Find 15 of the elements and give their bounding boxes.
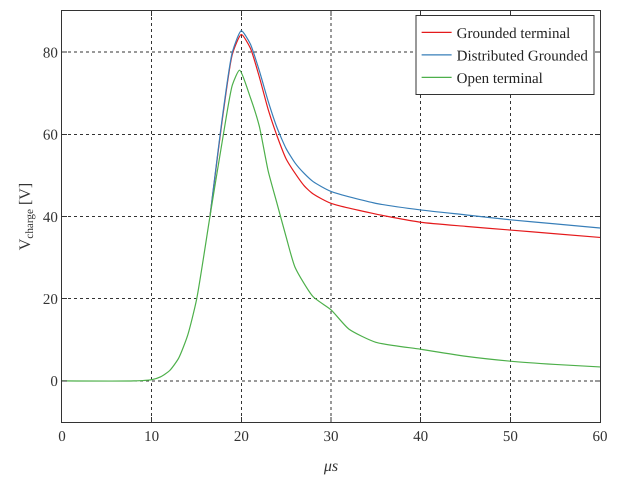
y-tick-label: 80 <box>42 45 58 62</box>
x-tick-label: 10 <box>144 429 160 446</box>
x-tick-label: 50 <box>502 429 518 446</box>
x-tick-label: 60 <box>592 429 608 446</box>
y-tick-label: 20 <box>42 292 58 308</box>
legend-label: Distributed Grounded <box>456 48 588 65</box>
y-tick-label: 0 <box>50 374 58 390</box>
x-tick-label: 20 <box>234 429 249 446</box>
legend-label: Open terminal <box>456 71 543 88</box>
y-tick-label: 60 <box>42 128 58 144</box>
legend-label: Grounded terminal <box>456 26 570 42</box>
x-tick-label: 40 <box>413 429 428 446</box>
x-tick-label: 30 <box>324 429 338 446</box>
y-tick-label: 40 <box>42 210 58 226</box>
x-axis-title: μs <box>322 458 338 475</box>
